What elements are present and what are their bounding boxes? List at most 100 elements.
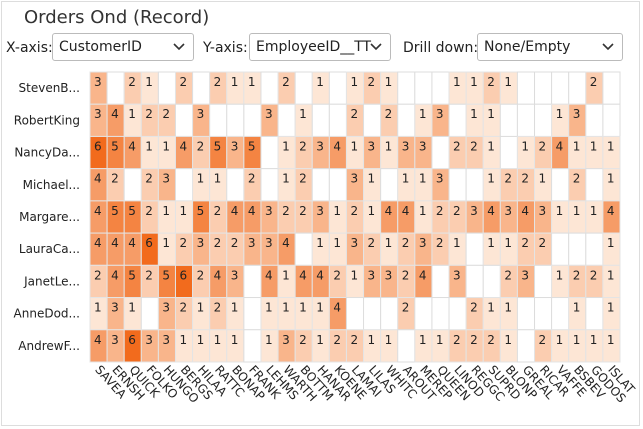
cell-label: 1: [197, 301, 205, 315]
cell-label: 6: [145, 236, 153, 250]
empty-cell: [534, 297, 553, 331]
empty-cell: [516, 329, 536, 363]
cell-label: 2: [436, 204, 444, 218]
empty-cell: [465, 168, 484, 202]
cell-label: 2: [539, 236, 547, 250]
cell-label: 1: [350, 75, 358, 89]
empty-cell: [397, 71, 416, 105]
empty-cell: [140, 297, 159, 331]
y-tick-label: AnneDod...: [14, 307, 80, 321]
cell-label: 3: [162, 172, 170, 186]
cell-label: 2: [214, 75, 222, 89]
y-tick-label: NancyDa...: [14, 146, 80, 160]
empty-cell: [260, 168, 279, 202]
cell-label: 4: [333, 139, 341, 153]
cell-label: 1: [162, 236, 170, 250]
cell-label: 4: [214, 268, 222, 282]
empty-cell: [448, 297, 467, 331]
cell-label: 1: [487, 172, 495, 186]
empty-cell: [414, 71, 433, 105]
cell-label: 1: [350, 139, 358, 153]
cell-label: 2: [333, 333, 341, 347]
cell-label: 3: [111, 333, 119, 347]
x-axis-select[interactable]: CustomerID: [52, 33, 194, 61]
cell-label: 2: [539, 139, 547, 153]
cell-label: 1: [282, 172, 290, 186]
cell-label: 2: [248, 172, 256, 186]
empty-cell: [465, 232, 484, 266]
cell-label: 2: [470, 139, 478, 153]
cell-label: 1: [214, 172, 222, 186]
cell-label: 1: [573, 139, 581, 153]
cell-label: 5: [214, 139, 222, 153]
empty-cell: [431, 264, 450, 299]
cell-label: 1: [504, 333, 512, 347]
cell-label: 1: [556, 204, 564, 218]
cell-label: 1: [145, 139, 153, 153]
cell-label: 3: [385, 268, 393, 282]
cell-label: 1: [248, 75, 256, 89]
cell-label: 1: [590, 333, 598, 347]
cell-label: 2: [299, 172, 307, 186]
cell-label: 2: [368, 75, 376, 89]
cell-label: 1: [590, 139, 598, 153]
empty-cell: [209, 103, 228, 137]
cell-label: 3: [265, 236, 273, 250]
cell-label: 1: [162, 139, 170, 153]
cell-label: 1: [179, 333, 187, 347]
cell-label: 2: [470, 301, 478, 315]
cell-label: 1: [504, 75, 512, 89]
drill-down-label: Drill down:: [403, 40, 479, 56]
empty-cell: [260, 71, 279, 105]
select-value: CustomerID: [59, 39, 142, 55]
cell-label: 1: [487, 236, 495, 250]
empty-cell: [363, 103, 382, 137]
y-tick-label: AndrewF...: [18, 339, 80, 353]
empty-cell: [294, 71, 313, 105]
cell-label: 3: [145, 333, 153, 347]
empty-cell: [363, 297, 382, 331]
cell-label: 1: [94, 301, 102, 315]
cell-label: 4: [299, 268, 307, 282]
empty-cell: [551, 168, 570, 202]
cell-label: 3: [436, 172, 444, 186]
cell-label: 3: [316, 139, 324, 153]
cell-label: 3: [402, 139, 410, 153]
cell-label: 1: [231, 75, 239, 89]
y-axis-select[interactable]: EmployeeID__TT: [249, 33, 391, 61]
empty-cell: [602, 71, 621, 105]
cell-label: 3: [94, 107, 102, 121]
empty-cell: [585, 103, 604, 137]
cell-label: 1: [299, 301, 307, 315]
cell-label: 2: [453, 333, 461, 347]
cell-label: 3: [350, 172, 358, 186]
cell-label: 2: [350, 333, 358, 347]
cell-label: 2: [402, 268, 410, 282]
cell-label: 1: [436, 333, 444, 347]
cell-label: 4: [607, 204, 615, 218]
cell-label: 1: [402, 172, 410, 186]
cell-label: 1: [128, 107, 136, 121]
cell-label: 1: [162, 204, 170, 218]
cell-label: 3: [282, 333, 290, 347]
cell-label: 5: [111, 204, 119, 218]
cell-label: 1: [556, 268, 564, 282]
cell-label: 2: [487, 333, 495, 347]
cell-label: 3: [436, 107, 444, 121]
cell-label: 4: [231, 204, 239, 218]
cell-label: 2: [521, 172, 529, 186]
cell-label: 2: [162, 107, 170, 121]
empty-cell: [397, 329, 416, 363]
cell-label: 4: [94, 204, 102, 218]
empty-cell: [226, 168, 245, 202]
y-tick-label: JanetLe...: [23, 274, 80, 288]
empty-cell: [516, 297, 536, 331]
drill-down-select[interactable]: None/Empty: [477, 33, 623, 61]
cell-label: 1: [214, 333, 222, 347]
empty-cell: [380, 168, 399, 202]
cell-label: 3: [111, 301, 119, 315]
empty-cell: [534, 71, 553, 105]
cell-label: 6: [128, 333, 136, 347]
cell-label: 2: [231, 236, 239, 250]
empty-cell: [551, 71, 570, 105]
